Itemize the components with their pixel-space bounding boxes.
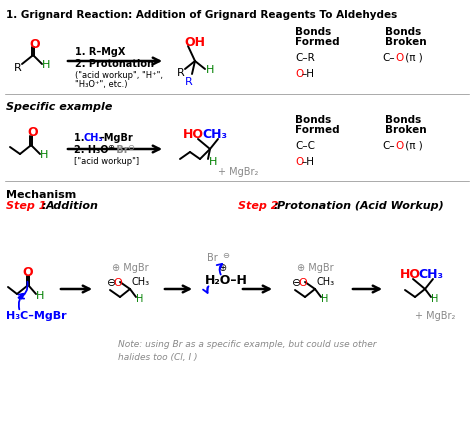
Text: 1.: 1.: [74, 133, 88, 143]
Text: ["acid workup"]: ["acid workup"]: [74, 156, 139, 165]
Text: O: O: [113, 277, 122, 287]
Text: Bonds: Bonds: [385, 115, 421, 125]
Text: ⊕ MgBr: ⊕ MgBr: [112, 262, 149, 272]
Text: –H: –H: [302, 157, 315, 166]
Text: :: :: [274, 200, 283, 211]
Text: H: H: [40, 150, 48, 160]
Text: halides too (Cl, I ): halides too (Cl, I ): [118, 353, 198, 362]
Text: H: H: [431, 293, 438, 303]
Text: CH₃: CH₃: [132, 276, 150, 286]
Text: –MgBr: –MgBr: [100, 133, 134, 143]
Text: CH₃: CH₃: [202, 127, 227, 140]
Text: ("acid workup", "H⁺",: ("acid workup", "H⁺",: [75, 71, 163, 79]
Text: CH₃: CH₃: [418, 267, 443, 280]
Text: ⊖: ⊖: [127, 143, 134, 152]
Text: CH₃: CH₃: [84, 133, 104, 143]
Text: O: O: [395, 141, 403, 150]
Text: Protonation (Acid Workup): Protonation (Acid Workup): [277, 200, 444, 211]
Text: Formed: Formed: [295, 125, 340, 135]
Text: C–R: C–R: [295, 53, 315, 63]
Text: 2. Protonation: 2. Protonation: [75, 59, 154, 69]
Text: R: R: [185, 77, 193, 87]
Text: ⊖: ⊖: [222, 250, 229, 259]
Text: H₂O–H: H₂O–H: [205, 273, 248, 286]
Text: + MgBr₂: + MgBr₂: [415, 310, 456, 320]
Text: Mechanism: Mechanism: [6, 190, 76, 200]
Text: O: O: [295, 69, 303, 79]
Text: ⊖: ⊖: [107, 277, 117, 287]
Text: 1. Grignard Reaction: Addition of Grignard Reagents To Aldehydes: 1. Grignard Reaction: Addition of Grigna…: [6, 10, 397, 20]
Text: Broken: Broken: [385, 37, 427, 47]
Text: :: :: [42, 200, 50, 211]
Text: ⊖: ⊖: [292, 277, 301, 287]
Text: C–C: C–C: [295, 141, 315, 150]
Text: CH₃: CH₃: [317, 276, 335, 286]
Text: OH: OH: [184, 35, 205, 49]
Text: Specific example: Specific example: [6, 102, 112, 112]
Text: Bonds: Bonds: [295, 27, 331, 37]
Text: O: O: [29, 37, 40, 50]
Text: O: O: [295, 157, 303, 166]
Text: H: H: [136, 293, 143, 303]
Text: Broken: Broken: [385, 125, 427, 135]
Text: (π ): (π ): [402, 53, 423, 63]
Text: R: R: [14, 63, 22, 73]
Text: Step 2: Step 2: [238, 200, 279, 211]
Text: Br: Br: [207, 252, 218, 262]
Text: H: H: [36, 290, 45, 300]
Text: ⊕ MgBr: ⊕ MgBr: [297, 262, 334, 272]
Text: "H₃O⁺", etc.): "H₃O⁺", etc.): [75, 80, 128, 89]
Text: HO: HO: [400, 268, 421, 281]
Text: Step 1: Step 1: [6, 200, 46, 211]
Text: R: R: [177, 68, 185, 78]
Text: Note: using Br as a specific example, but could use other: Note: using Br as a specific example, bu…: [118, 340, 376, 349]
Text: H₃C–MgBr: H₃C–MgBr: [6, 310, 67, 320]
Text: 1. R–MgX: 1. R–MgX: [75, 47, 126, 57]
Text: ⊕: ⊕: [218, 262, 226, 272]
Text: (π ): (π ): [402, 141, 423, 150]
Text: H: H: [42, 60, 50, 70]
Text: C–: C–: [382, 141, 395, 150]
Text: ⊕: ⊕: [107, 143, 114, 152]
Text: Addition: Addition: [46, 200, 99, 211]
Text: Bonds: Bonds: [295, 115, 331, 125]
Text: H: H: [209, 157, 218, 166]
Text: H: H: [206, 65, 214, 75]
Text: O: O: [27, 125, 37, 138]
Text: 2. H₃O: 2. H₃O: [74, 144, 109, 155]
Text: + MgBr₂: + MgBr₂: [218, 166, 258, 177]
Text: O: O: [298, 277, 307, 287]
Text: –H: –H: [302, 69, 315, 79]
Text: C–: C–: [382, 53, 395, 63]
Text: Bonds: Bonds: [385, 27, 421, 37]
Text: O: O: [22, 265, 33, 278]
Text: Br: Br: [113, 144, 128, 155]
Text: HO: HO: [183, 128, 204, 141]
Text: Formed: Formed: [295, 37, 340, 47]
Text: O: O: [395, 53, 403, 63]
Text: H: H: [321, 293, 328, 303]
